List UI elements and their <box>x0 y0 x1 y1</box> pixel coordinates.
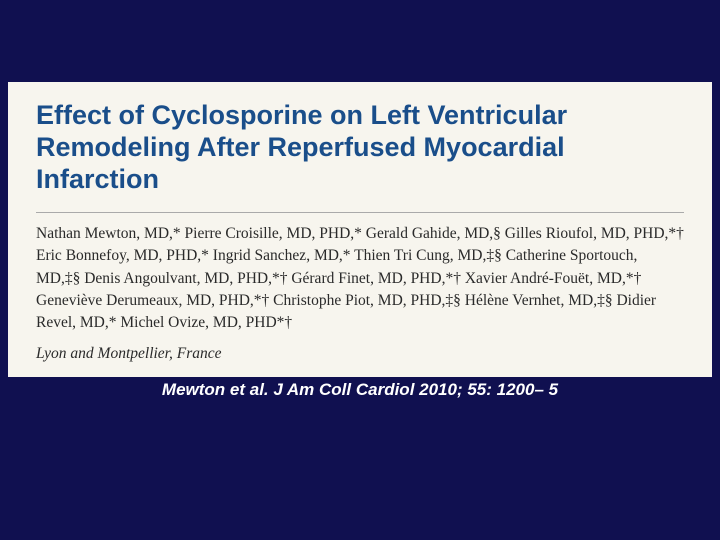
slide: Effect of Cyclosporine on Left Ventricul… <box>0 0 720 540</box>
affiliation-line: Lyon and Montpellier, France <box>36 345 684 363</box>
citation-caption: Mewton et al. J Am Coll Cardiol 2010; 55… <box>0 380 720 400</box>
author-list: Nathan Mewton, MD,* Pierre Croisille, MD… <box>36 223 684 335</box>
paper-excerpt-box: Effect of Cyclosporine on Left Ventricul… <box>8 82 712 377</box>
title-divider <box>36 212 684 213</box>
paper-title: Effect of Cyclosporine on Left Ventricul… <box>36 100 684 196</box>
